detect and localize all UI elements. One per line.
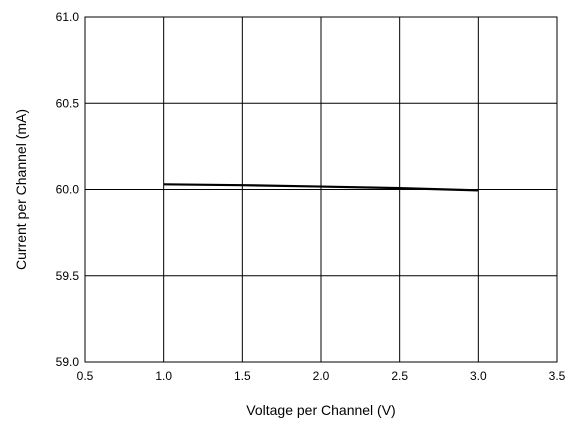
x-tick-label: 3.5 xyxy=(549,369,566,383)
x-tick-label: 3.0 xyxy=(470,369,487,383)
x-tick-label: 2.5 xyxy=(391,369,408,383)
series-line xyxy=(163,183,479,192)
y-tick-label: 60.0 xyxy=(56,183,80,197)
y-tick-label: 59.0 xyxy=(56,355,80,369)
x-tick-labels: 0.5 1.0 1.5 2.0 2.5 3.0 3.5 xyxy=(77,369,566,383)
x-tick-label: 1.5 xyxy=(234,369,251,383)
x-tick-label: 0.5 xyxy=(77,369,94,383)
series-layer xyxy=(163,183,479,192)
x-tick-label: 1.0 xyxy=(155,369,172,383)
plot-frame xyxy=(84,16,558,363)
x-tick-label: 2.0 xyxy=(313,369,330,383)
x-axis-label: Voltage per Channel (V) xyxy=(246,402,395,418)
y-tick-label: 61.0 xyxy=(56,10,80,24)
y-tick-label: 60.5 xyxy=(56,96,80,110)
y-tick-label: 59.5 xyxy=(56,269,80,283)
y-axis-label: Current per Channel (mA) xyxy=(13,109,29,270)
y-tick-labels: 59.0 59.5 60.0 60.5 61.0 xyxy=(56,10,80,369)
